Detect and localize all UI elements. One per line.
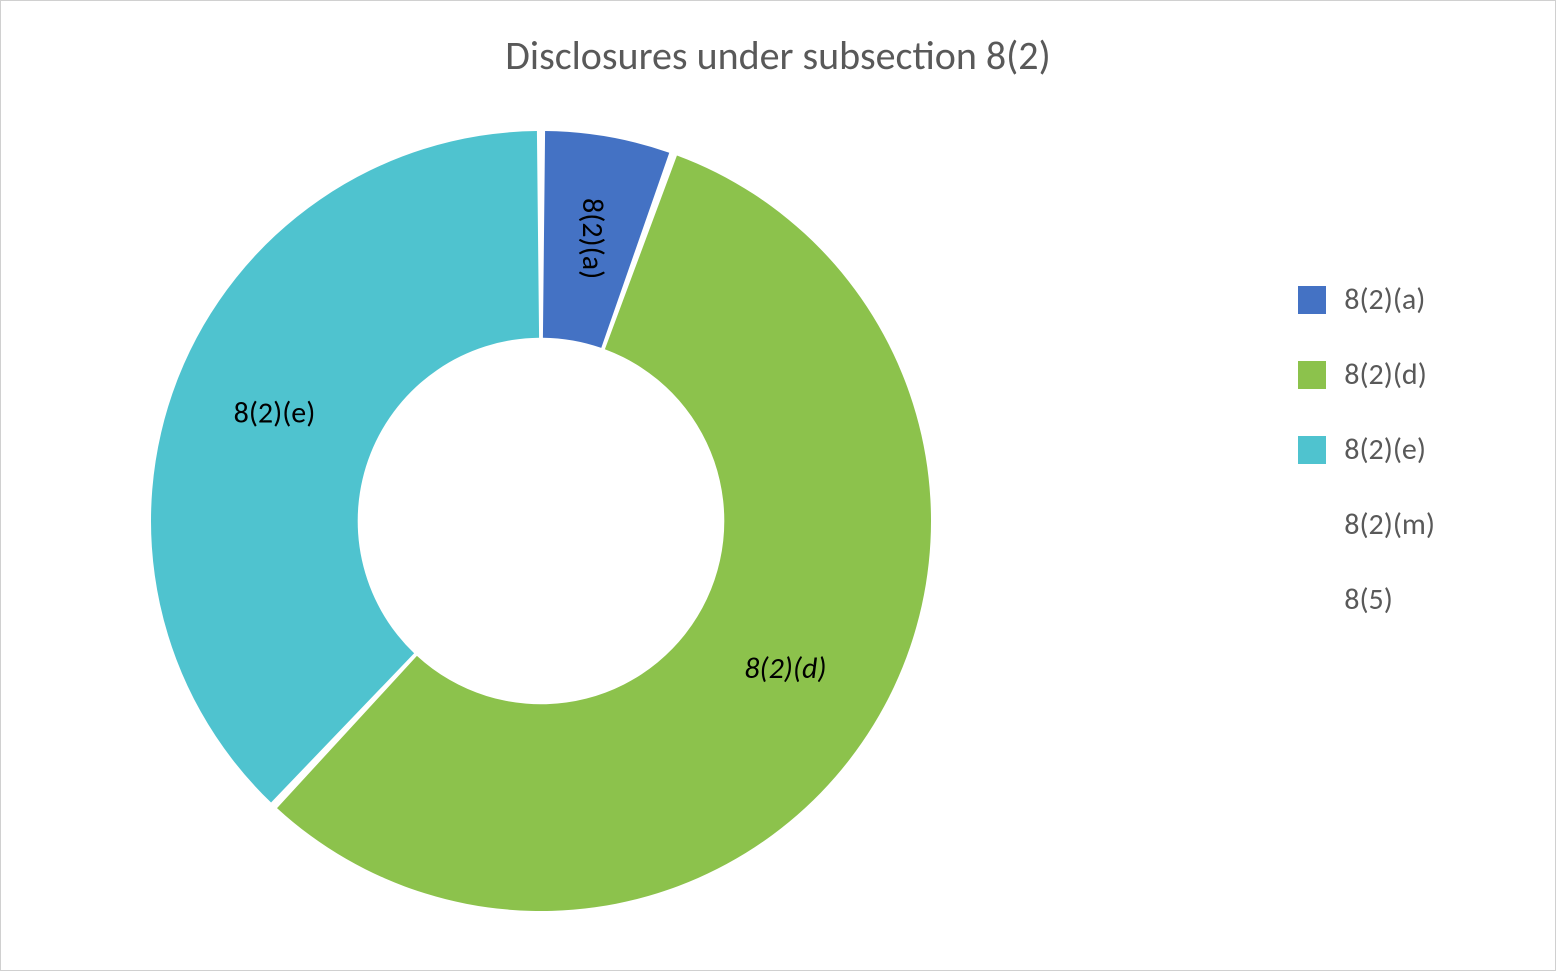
slice-label: 8(2)(a) bbox=[574, 198, 611, 279]
legend-label: 8(2)(d) bbox=[1344, 356, 1427, 393]
chart-container: Disclosures under subsection 8(2) 8(2)(a… bbox=[0, 0, 1556, 971]
legend-item: 8(2)(e) bbox=[1298, 431, 1435, 468]
legend-swatch bbox=[1298, 586, 1326, 614]
legend-item: 8(2)(a) bbox=[1298, 281, 1435, 318]
legend-swatch bbox=[1298, 361, 1326, 389]
legend-label: 8(2)(e) bbox=[1344, 431, 1426, 468]
donut-chart: 8(2)(a) 8(2)(d) 8(2)(e) bbox=[141, 121, 941, 921]
chart-title: Disclosures under subsection 8(2) bbox=[1, 31, 1555, 80]
legend-swatch bbox=[1298, 436, 1326, 464]
legend-label: 8(5) bbox=[1344, 581, 1393, 618]
slice-label: 8(2)(e) bbox=[234, 395, 316, 432]
chart-legend: 8(2)(a) 8(2)(d) 8(2)(e) 8(2)(m) 8(5) bbox=[1298, 281, 1435, 618]
legend-item: 8(2)(m) bbox=[1298, 506, 1435, 543]
slice-label: 8(2)(d) bbox=[744, 650, 826, 687]
legend-item: 8(5) bbox=[1298, 581, 1435, 618]
legend-label: 8(2)(m) bbox=[1344, 506, 1435, 543]
legend-swatch bbox=[1298, 286, 1326, 314]
legend-item: 8(2)(d) bbox=[1298, 356, 1435, 393]
legend-label: 8(2)(a) bbox=[1344, 281, 1425, 318]
legend-swatch bbox=[1298, 511, 1326, 539]
